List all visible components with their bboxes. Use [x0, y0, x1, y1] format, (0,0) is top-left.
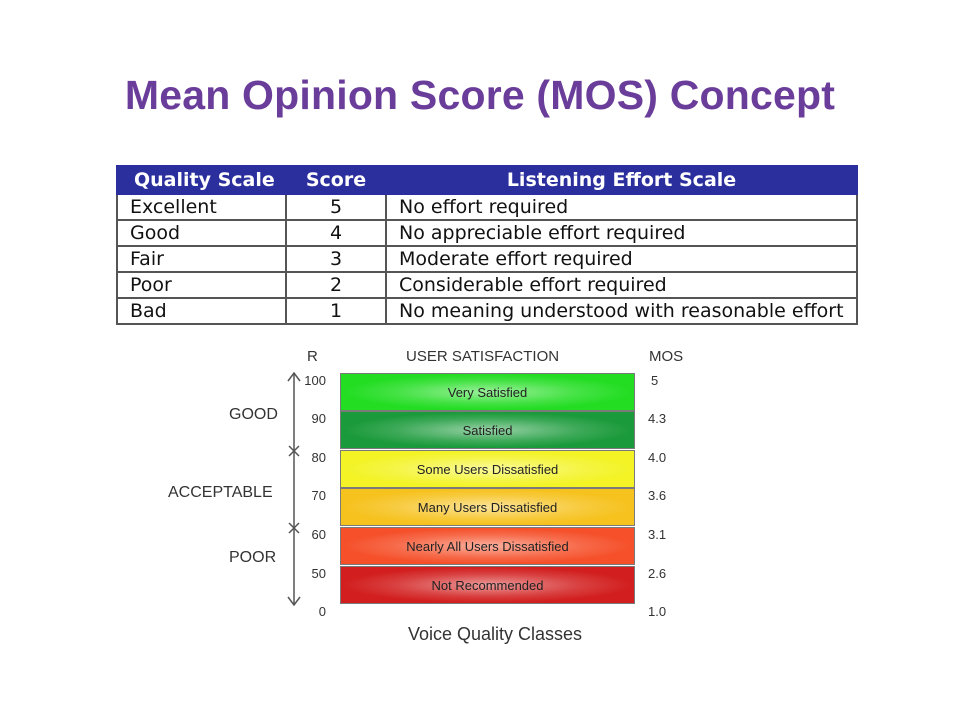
mos-header: MOS — [649, 348, 684, 365]
cell-effort: Considerable effort required — [385, 271, 858, 299]
table-row: Bad 1 No meaning understood with reasona… — [116, 297, 858, 325]
table-row: Excellent 5 No effort required — [116, 193, 858, 221]
mos-tick-label: 3.6 — [648, 488, 667, 503]
r-axis-arrow — [287, 371, 301, 607]
cell-score: 1 — [285, 297, 387, 325]
mos-tick-label: 4.3 — [648, 411, 667, 426]
r-tick-label: 70 — [311, 488, 326, 503]
page-title: Mean Opinion Score (MOS) Concept — [124, 72, 836, 118]
band-some-users-dissatisfied: Some Users Dissatisfied — [340, 450, 635, 488]
cell-quality: Fair — [116, 245, 287, 273]
r-tick-label: 80 — [311, 450, 326, 465]
mos-tick-label: 4.0 — [648, 450, 667, 465]
header-quality-scale: Quality Scale — [116, 165, 287, 195]
mos-tick-label: 3.1 — [648, 527, 667, 542]
cell-effort: No meaning understood with reasonable ef… — [385, 297, 858, 325]
cell-effort: No appreciable effort required — [385, 219, 858, 247]
cell-effort: No effort required — [385, 193, 858, 221]
mos-tick-label: 2.6 — [648, 566, 667, 581]
region-label-good: GOOD — [229, 406, 278, 423]
cell-quality: Bad — [116, 297, 287, 325]
r-tick-label: 0 — [318, 604, 326, 619]
band-nearly-all-users-dissatisfied: Nearly All Users Dissatisfied — [340, 527, 635, 565]
table-row: Good 4 No appreciable effort required — [116, 219, 858, 247]
mos-score-table: Quality Scale Score Listening Effort Sca… — [116, 165, 858, 325]
cell-score: 4 — [285, 219, 387, 247]
table-row: Fair 3 Moderate effort required — [116, 245, 858, 273]
r-tick-label: 100 — [304, 373, 326, 388]
r-tick-label: 90 — [311, 411, 326, 426]
r-tick-label: 60 — [311, 527, 326, 542]
r-tick-label: 50 — [311, 566, 326, 581]
cell-score: 3 — [285, 245, 387, 273]
mos-tick-label: 5 — [651, 373, 659, 388]
band-many-users-dissatisfied: Many Users Dissatisfied — [340, 488, 635, 526]
band-satisfied: Satisfied — [340, 411, 635, 449]
cell-effort: Moderate effort required — [385, 245, 858, 273]
user-satisfaction-header: USER SATISFACTION — [406, 348, 560, 365]
region-label-acceptable: ACCEPTABLE — [168, 484, 273, 501]
region-label-poor: POOR — [229, 549, 277, 566]
table-header-row: Quality Scale Score Listening Effort Sca… — [116, 165, 858, 195]
figure-caption: Voice Quality Classes — [407, 624, 583, 644]
table-row: Poor 2 Considerable effort required — [116, 271, 858, 299]
cell-quality: Good — [116, 219, 287, 247]
cell-quality: Excellent — [116, 193, 287, 221]
cell-score: 2 — [285, 271, 387, 299]
r-axis-header: R — [307, 348, 318, 365]
mos-tick-label: 1.0 — [648, 604, 667, 619]
cell-score: 5 — [285, 193, 387, 221]
cell-quality: Poor — [116, 271, 287, 299]
band-not-recommended: Not Recommended — [340, 566, 635, 604]
header-listening-effort-scale: Listening Effort Scale — [385, 165, 858, 195]
band-very-satisfied: Very Satisfied — [340, 373, 635, 411]
header-score: Score — [285, 165, 387, 195]
